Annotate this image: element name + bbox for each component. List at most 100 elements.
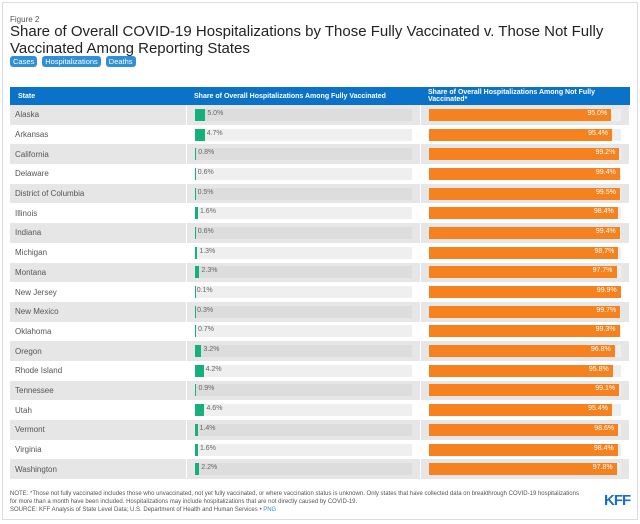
state-name: Michigan	[10, 242, 187, 263]
fully-vaccinated-label: 5.0%	[207, 109, 224, 117]
tab-hospitalizations[interactable]: Hospitalizations	[42, 56, 101, 67]
table-row: Oregon 3.2% 96.8%	[10, 341, 630, 361]
not-fully-vaccinated-label: 95.4%	[588, 405, 608, 413]
not-fully-vaccinated-bar	[428, 305, 621, 318]
not-fully-vaccinated-track: 95.4%	[428, 404, 621, 417]
state-name: Arkansas	[10, 124, 187, 145]
not-fully-vaccinated-bar	[428, 266, 617, 279]
chart-title: Share of Overall COVID-19 Hospitalizatio…	[10, 23, 604, 57]
kff-logo: KFF	[604, 492, 631, 509]
state-name: Rhode Island	[10, 360, 187, 381]
not-fully-vaccinated-label: 95.4%	[588, 129, 608, 137]
header-fully-vaccinated[interactable]: Share of Overall Hospitalizations Among …	[186, 87, 420, 105]
state-name: California	[10, 144, 187, 165]
fully-vaccinated-bar	[194, 325, 197, 338]
table-row: Vermont 1.4% 98.6%	[10, 420, 630, 440]
fully-vaccinated-label: 1.6%	[199, 208, 216, 216]
fully-vaccinated-bar	[194, 266, 200, 279]
fully-vaccinated-track: 0.6%	[194, 226, 412, 239]
fully-vaccinated-bar	[194, 128, 205, 141]
fully-vaccinated-track: 0.8%	[194, 148, 412, 161]
fully-vaccinated-label: 3.2%	[203, 346, 220, 354]
table-row: Arkansas 4.7% 95.4%	[10, 124, 630, 145]
figure-label: Figure 2	[10, 15, 40, 24]
not-fully-vaccinated-track: 95.0%	[428, 108, 621, 121]
table-row: Rhode Island 4.2% 95.8%	[10, 360, 630, 381]
fully-vaccinated-bar	[194, 443, 198, 456]
tab-cases[interactable]: Cases	[10, 56, 38, 67]
fully-vaccinated-bar	[194, 108, 206, 121]
footnote: NOTE: *Those not fully vaccinated includ…	[10, 490, 580, 514]
state-name: Alaska	[10, 105, 187, 125]
not-fully-vaccinated-bar	[428, 108, 612, 121]
fully-vaccinated-label: 4.7%	[206, 129, 223, 137]
not-fully-vaccinated-track: 99.1%	[428, 384, 621, 397]
fully-vaccinated-label: 0.1%	[196, 287, 213, 295]
tab-deaths[interactable]: Deaths	[105, 56, 136, 67]
not-fully-vaccinated-track: 97.8%	[428, 463, 621, 476]
not-fully-vaccinated-label: 97.7%	[592, 267, 613, 275]
not-fully-vaccinated-label: 99.9%	[596, 287, 617, 295]
not-fully-vaccinated-label: 98.4%	[593, 444, 614, 452]
not-fully-vaccinated-bar	[428, 404, 613, 417]
not-fully-vaccinated-bar	[428, 325, 620, 338]
fully-vaccinated-label: 0.6%	[197, 227, 214, 235]
not-fully-vaccinated-label: 98.7%	[594, 247, 615, 255]
not-fully-vaccinated-track: 99.4%	[428, 226, 621, 239]
fully-vaccinated-label: 0.8%	[198, 149, 215, 157]
state-name: New Mexico	[10, 301, 187, 322]
table-row: Washington 2.2% 97.8%	[10, 459, 630, 480]
fully-vaccinated-label: 4.2%	[205, 365, 222, 373]
source-text: SOURCE: KFF Analysis of State Level Data…	[10, 507, 262, 513]
state-name: Virginia	[10, 439, 187, 460]
not-fully-vaccinated-bar	[428, 364, 613, 377]
not-fully-vaccinated-bar	[428, 463, 617, 476]
not-fully-vaccinated-label: 95.8%	[588, 365, 609, 373]
not-fully-vaccinated-bar	[428, 286, 621, 299]
table-row: New Mexico 0.3% 99.7%	[10, 301, 630, 322]
not-fully-vaccinated-track: 99.5%	[428, 187, 621, 200]
not-fully-vaccinated-label: 99.5%	[596, 188, 616, 196]
not-fully-vaccinated-track: 98.7%	[428, 246, 621, 259]
fully-vaccinated-track: 3.2%	[194, 345, 412, 358]
table-row: New Jersey 0.1% 99.9%	[10, 282, 630, 302]
not-fully-vaccinated-track: 97.7%	[428, 266, 621, 279]
fully-vaccinated-label: 1.4%	[199, 424, 216, 432]
fully-vaccinated-label: 4.6%	[206, 405, 223, 413]
fully-vaccinated-bar	[194, 404, 205, 417]
not-fully-vaccinated-bar	[428, 128, 613, 141]
fully-vaccinated-bar	[194, 187, 196, 200]
table-row: Utah 4.6% 95.4%	[10, 400, 630, 420]
table-row: Illinois 1.6% 98.4%	[10, 203, 630, 224]
not-fully-vaccinated-bar	[428, 207, 618, 220]
fully-vaccinated-track: 4.6%	[194, 404, 412, 417]
not-fully-vaccinated-bar	[428, 167, 620, 180]
not-fully-vaccinated-bar	[428, 187, 621, 200]
not-fully-vaccinated-bar	[428, 423, 619, 436]
fully-vaccinated-track: 1.6%	[194, 443, 412, 456]
fully-vaccinated-bar	[194, 364, 204, 377]
not-fully-vaccinated-bar	[428, 443, 618, 456]
header-state[interactable]: State	[10, 87, 186, 105]
fully-vaccinated-track: 0.9%	[194, 384, 412, 397]
png-link[interactable]: PNG	[263, 507, 277, 513]
not-fully-vaccinated-label: 97.8%	[592, 464, 613, 472]
fully-vaccinated-track: 4.2%	[194, 364, 412, 377]
fully-vaccinated-label: 1.3%	[199, 247, 216, 255]
state-name: Indiana	[10, 223, 187, 243]
not-fully-vaccinated-track: 95.8%	[428, 364, 621, 377]
not-fully-vaccinated-label: 99.3%	[595, 326, 616, 334]
not-fully-vaccinated-label: 99.4%	[595, 227, 616, 235]
state-name: Montana	[10, 262, 187, 283]
not-fully-vaccinated-track: 99.4%	[428, 167, 621, 180]
fully-vaccinated-track: 0.7%	[194, 325, 412, 338]
header-not-fully-vaccinated[interactable]: Share of Overall Hospitalizations Among …	[420, 87, 630, 105]
fully-vaccinated-label: 1.6%	[199, 444, 216, 452]
table-row: Delaware 0.6% 99.4%	[10, 164, 630, 184]
data-table: State Share of Overall Hospitalizations …	[10, 87, 630, 480]
not-fully-vaccinated-label: 99.7%	[596, 306, 617, 314]
fully-vaccinated-bar	[194, 423, 198, 436]
fully-vaccinated-track: 1.6%	[194, 207, 412, 220]
not-fully-vaccinated-track: 98.6%	[428, 423, 621, 436]
not-fully-vaccinated-label: 99.1%	[595, 385, 616, 393]
